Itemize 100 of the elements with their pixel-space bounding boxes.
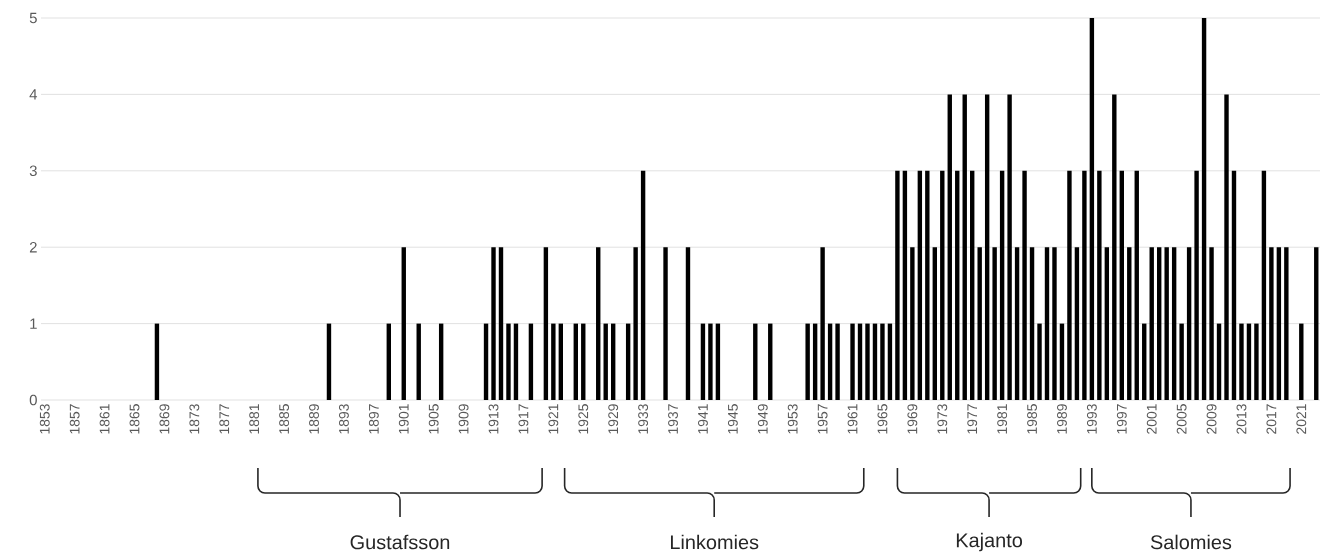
x-tick-label: 1865 [129, 404, 140, 434]
bar [1209, 247, 1214, 400]
x-tick-label: 2017 [1266, 404, 1277, 434]
bar [768, 323, 773, 400]
bar [543, 247, 549, 400]
bar [1104, 247, 1110, 400]
bar [865, 323, 870, 400]
x-tick-label: 1857 [69, 404, 80, 434]
bar [513, 323, 519, 400]
bar [992, 247, 997, 400]
bar [1194, 170, 1199, 400]
bar [999, 170, 1005, 400]
bar [1171, 247, 1177, 400]
x-tick-label: 1985 [1027, 404, 1037, 434]
x-tick-label: 1897 [368, 404, 379, 434]
bar [887, 323, 893, 400]
x-tick-label: 1877 [219, 404, 230, 434]
x-tick-label: 1861 [99, 404, 110, 434]
x-tick-label: 1993 [1086, 404, 1097, 434]
bar [401, 247, 406, 400]
x-tick-label: 1965 [877, 404, 888, 434]
bar [1044, 247, 1050, 400]
x-tick-label: 1893 [338, 404, 349, 434]
bar [880, 323, 885, 400]
bar [633, 247, 638, 400]
x-tick-label: 1981 [997, 404, 1008, 434]
bar [1314, 247, 1319, 400]
x-tick-label: 1953 [787, 404, 798, 434]
bar [1201, 18, 1207, 400]
bar [977, 247, 982, 400]
y-tick-label: 5 [29, 12, 37, 24]
bar [925, 170, 930, 400]
bar [1231, 170, 1237, 400]
x-tick-label: 1869 [159, 404, 170, 434]
text: Salomies [1150, 534, 1232, 550]
x-tick-label: 1933 [638, 404, 649, 434]
bar [835, 323, 840, 400]
bar [700, 323, 706, 400]
bar [1186, 247, 1192, 400]
bar [708, 323, 713, 400]
bar [917, 170, 923, 400]
bar [1112, 94, 1117, 400]
x-tick-label: 1977 [967, 404, 978, 434]
x-tick-label: 1881 [249, 404, 260, 434]
bar [663, 247, 668, 400]
bar [1284, 247, 1289, 400]
bar [962, 94, 967, 400]
bar [947, 94, 952, 400]
x-tick-label: 1913 [488, 404, 499, 434]
text: Linkomies [671, 534, 759, 550]
x-tick-label: 1873 [189, 404, 200, 434]
y-tick-label: 4 [29, 89, 38, 100]
bar [827, 323, 833, 400]
x-tick-label: 1905 [428, 404, 439, 434]
x-tick-label: 1889 [309, 404, 319, 434]
x-tick-label: 2001 [1146, 404, 1157, 434]
y-tick-label: 2 [29, 241, 37, 253]
x-tick-label: 1885 [279, 404, 290, 434]
x-tick-label: 1917 [518, 404, 529, 434]
x-tick-label: 1945 [727, 404, 738, 434]
bar [483, 323, 489, 400]
bar [902, 170, 908, 400]
bar [1299, 323, 1304, 400]
bar [955, 170, 960, 400]
bar [970, 170, 975, 400]
x-tick-label: 1989 [1057, 404, 1067, 434]
x-tick-label: 2021 [1296, 404, 1307, 434]
x-tick-label: 1949 [757, 404, 768, 434]
bar [984, 94, 990, 400]
bar [1142, 323, 1147, 400]
bar [1067, 170, 1072, 400]
x-tick-label: 1853 [39, 404, 50, 434]
x-tick-label: 1969 [907, 404, 918, 434]
bar [1097, 170, 1102, 400]
bar [596, 247, 601, 400]
bar [640, 170, 646, 400]
bar [1007, 94, 1012, 400]
bar [1119, 170, 1124, 400]
x-tick-label: 1937 [668, 404, 678, 434]
y-tick-label: 3 [29, 165, 37, 177]
bar [940, 170, 945, 400]
x-tick-label: 1901 [398, 404, 409, 434]
bar [1156, 247, 1162, 400]
bar [753, 323, 758, 400]
x-tick-label: 2005 [1176, 404, 1187, 434]
bar [1246, 323, 1252, 400]
bar [1261, 170, 1267, 400]
bar [1082, 170, 1087, 400]
bar [895, 170, 900, 400]
bar [491, 247, 496, 400]
bar [1074, 247, 1080, 400]
bar [820, 247, 825, 400]
bar [1269, 247, 1274, 400]
bar [1216, 323, 1222, 400]
bar [506, 323, 511, 400]
bar [1224, 94, 1229, 400]
x-tick-label: 1973 [937, 404, 948, 434]
bar [1059, 323, 1065, 400]
x-tick-label: 2013 [1236, 404, 1247, 434]
bar [715, 323, 721, 400]
